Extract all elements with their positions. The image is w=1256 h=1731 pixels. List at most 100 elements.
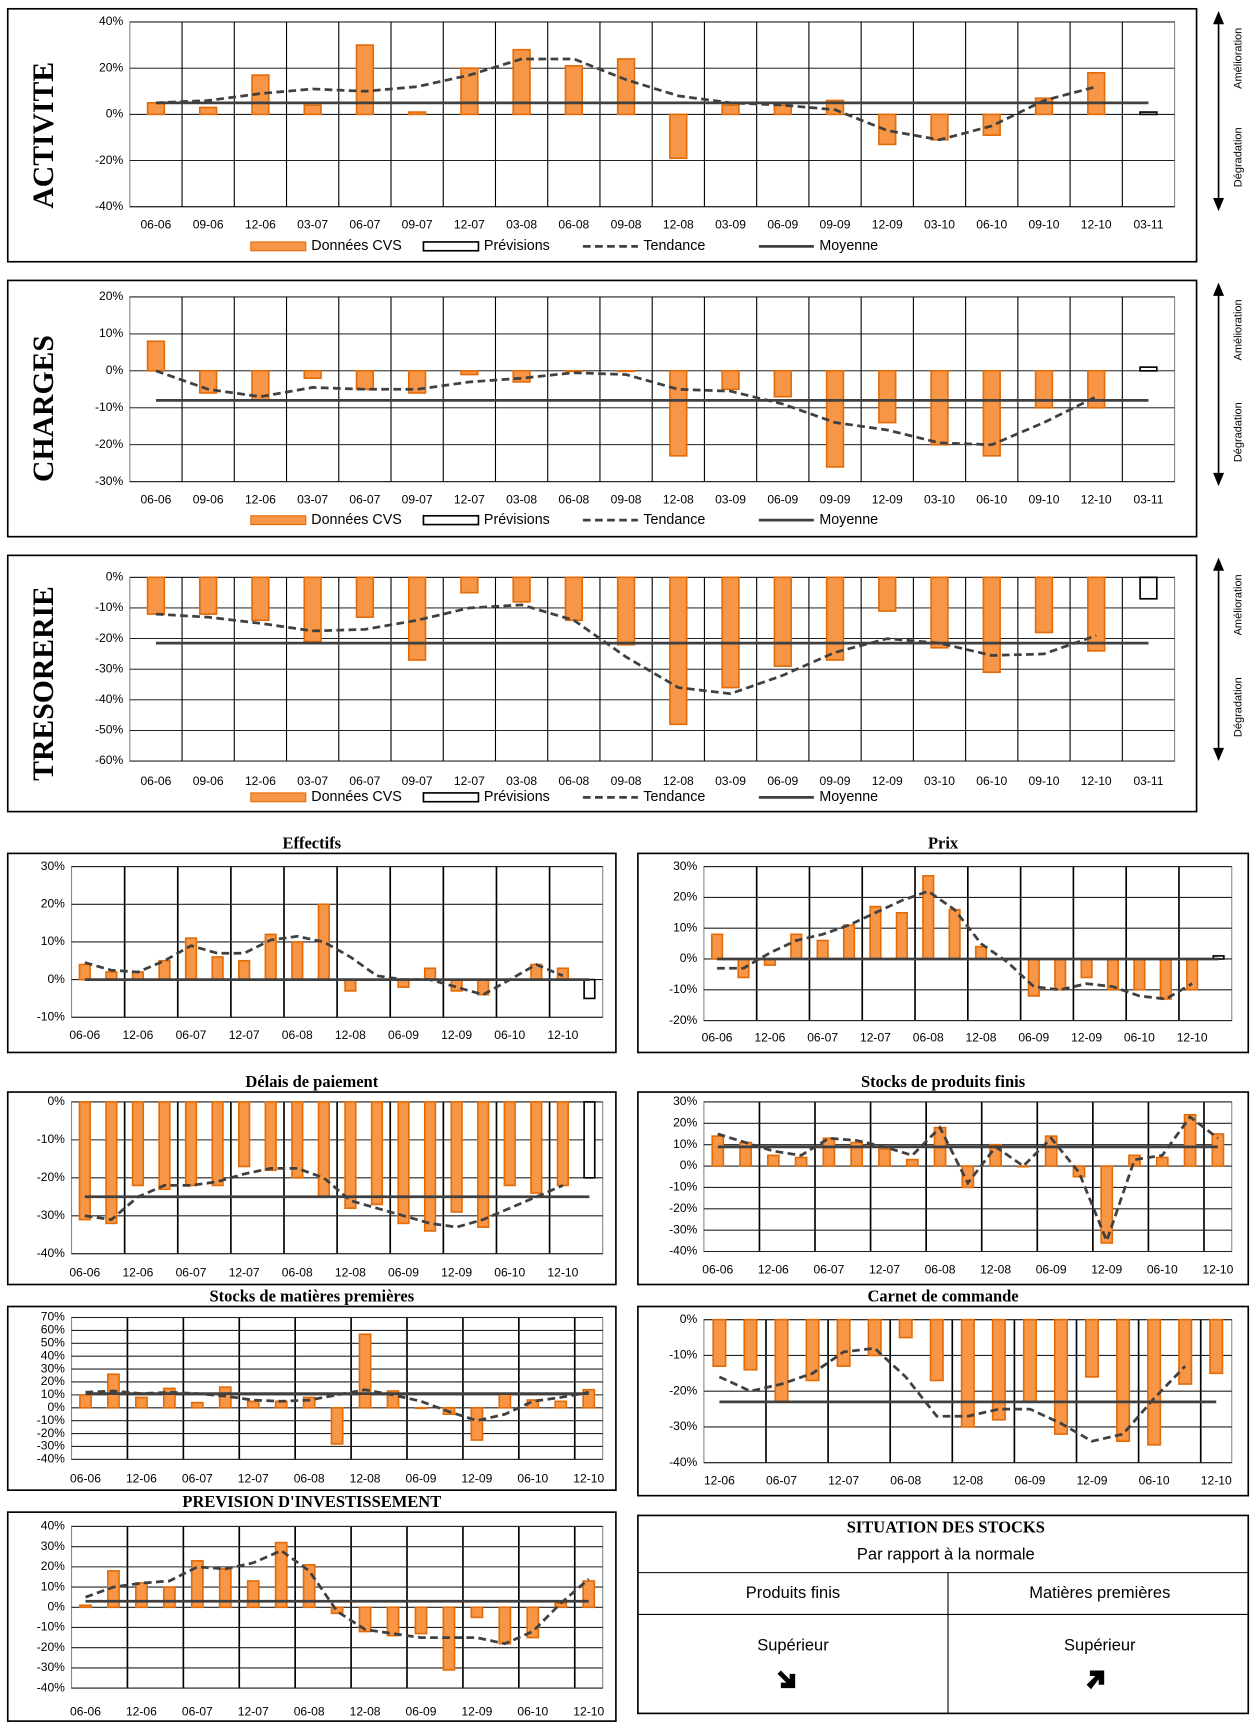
legend-swatch [422, 514, 480, 526]
y-tick-label: -10% [669, 1180, 697, 1194]
x-tick-label: 12-09 [461, 1704, 492, 1718]
bar [190, 1559, 204, 1609]
column-header: Matières premières [1029, 1584, 1170, 1602]
y-tick-label: 0% [47, 1400, 65, 1414]
x-tick-label: 06-07 [182, 1704, 213, 1718]
bar [1087, 576, 1106, 652]
bar [1159, 958, 1172, 1000]
y-tick-label: -10% [37, 1009, 65, 1023]
improvement-label: Amélioration [1232, 574, 1244, 635]
x-tick-label: 12-07 [828, 1474, 859, 1488]
x-tick-label: 06-10 [976, 218, 1007, 232]
bar [867, 1318, 882, 1357]
x-tick-label: 12-07 [454, 218, 485, 232]
bar [146, 102, 166, 116]
y-tick-label: -30% [95, 661, 123, 675]
x-tick-label: 12-06 [245, 774, 276, 788]
x-tick-label: 12-09 [461, 1471, 492, 1485]
x-tick-label: 12-09 [872, 493, 903, 507]
x-tick-label: 12-06 [122, 1028, 153, 1042]
bar [1100, 1165, 1114, 1244]
y-tick-label: 0% [680, 951, 698, 965]
bar [898, 1318, 913, 1339]
bar [616, 370, 636, 373]
bar [146, 340, 166, 372]
bar [512, 48, 531, 116]
x-tick-label: 09-09 [820, 774, 851, 788]
y-tick-label: -40% [669, 1455, 697, 1469]
bar [344, 978, 357, 992]
x-tick-label: 12-07 [238, 1471, 269, 1485]
x-tick-label: 09-07 [402, 218, 433, 232]
x-tick-label: 06-10 [1139, 1474, 1170, 1488]
table-subtitle: Par rapport à la normale [857, 1545, 1035, 1563]
y-tick-label: -30% [37, 1439, 65, 1453]
bar [669, 576, 688, 726]
y-tick-label: 10% [41, 934, 65, 948]
bar [1106, 958, 1120, 991]
y-tick-label: -20% [669, 1201, 697, 1215]
x-tick-label: 06-06 [702, 1030, 733, 1044]
y-tick-label: 30% [41, 1361, 65, 1375]
bar [836, 1318, 851, 1367]
y-tick-label: -10% [95, 600, 123, 614]
x-tick-label: 12-10 [1081, 493, 1112, 507]
bar [78, 963, 91, 981]
y-tick-label: 20% [673, 1115, 697, 1129]
bar [878, 370, 897, 424]
bar [582, 1580, 596, 1609]
y-tick-label: -20% [95, 153, 123, 167]
x-tick-label: 09-08 [611, 493, 642, 507]
x-tick-label: 12-06 [122, 1266, 153, 1280]
legend-label: Données CVS [311, 238, 402, 254]
bar [190, 1401, 204, 1409]
arrow-head [1213, 557, 1225, 571]
arrow-head [1213, 10, 1225, 25]
x-tick-label: 12-06 [704, 1474, 735, 1488]
bar [960, 1318, 975, 1428]
x-tick-label: 06-06 [702, 1262, 733, 1276]
y-tick-label: -20% [669, 1383, 697, 1397]
y-tick-label: 0% [680, 1158, 698, 1172]
x-tick-label: 12-07 [238, 1704, 269, 1718]
arrow-head [1213, 282, 1225, 296]
x-tick-label: 03-10 [924, 774, 955, 788]
bar [1084, 1318, 1100, 1378]
bar [246, 1400, 260, 1409]
y-tick-label: 60% [41, 1323, 65, 1337]
legend-label: Tendance [643, 238, 705, 254]
bar [302, 1396, 316, 1409]
x-tick-label: 06-08 [282, 1266, 313, 1280]
y-tick-label: -20% [37, 1426, 65, 1440]
y-tick-label: 20% [41, 896, 65, 910]
x-tick-label: 06-08 [890, 1474, 921, 1488]
bar [291, 1101, 304, 1179]
y-tick-label: -30% [669, 1222, 697, 1236]
y-tick-label: -10% [37, 1620, 65, 1634]
legend-label: Tendance [643, 512, 705, 528]
y-tick-label: 20% [99, 60, 123, 74]
bar [878, 576, 897, 612]
x-tick-label: 12-08 [335, 1028, 366, 1042]
x-tick-label: 12-10 [1202, 1262, 1233, 1276]
chart-title: ACTIVITE [28, 62, 60, 209]
trend-line [717, 889, 1193, 1001]
x-tick-label: 06-09 [406, 1471, 437, 1485]
degradation-label: Dégradation [1232, 677, 1244, 737]
y-tick-label: -20% [95, 631, 123, 645]
bar [158, 1101, 171, 1191]
bar [414, 1606, 428, 1635]
y-tick-label: 40% [99, 14, 123, 28]
forecast-bar [583, 978, 596, 1000]
y-tick-label: -60% [95, 753, 123, 767]
y-tick-label: -10% [37, 1413, 65, 1427]
forecast-bar [1139, 111, 1158, 116]
bar [905, 1158, 919, 1167]
x-tick-label: 06-10 [1124, 1030, 1155, 1044]
y-tick-label: -30% [37, 1208, 65, 1222]
y-tick-label: 20% [41, 1559, 65, 1573]
bar [564, 370, 584, 373]
improvement-label: Amélioration [1232, 28, 1244, 89]
y-tick-label: -30% [37, 1660, 65, 1674]
bar [1080, 958, 1093, 979]
